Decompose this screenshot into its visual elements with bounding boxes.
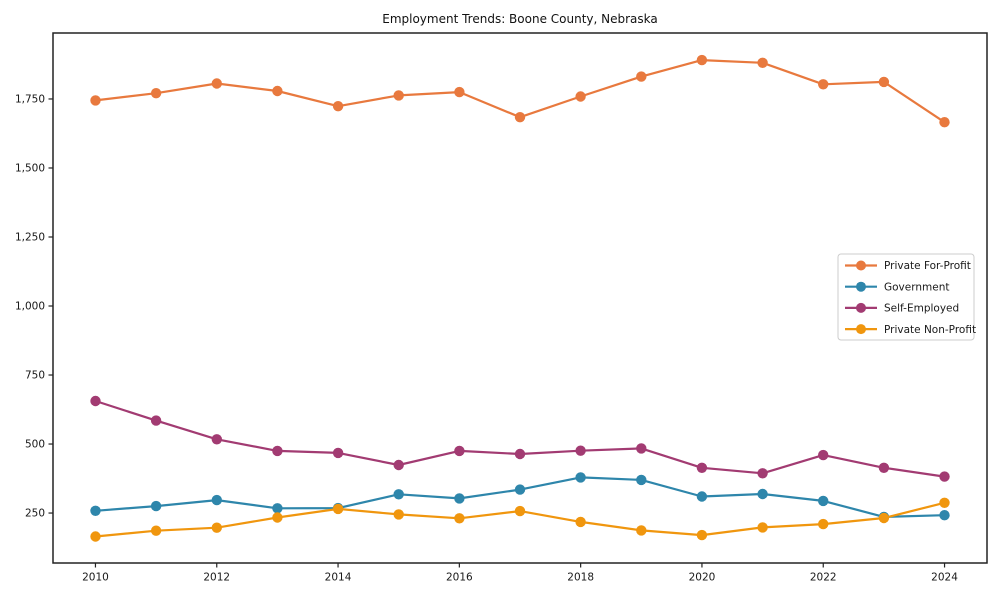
data-point-private-non-profit (878, 512, 890, 524)
data-point-self-employed (514, 448, 526, 460)
data-point-government (636, 474, 647, 486)
x-tick-label: 2012 (203, 572, 230, 584)
data-point-private-for-profit (636, 71, 647, 82)
legend-marker-self-employed (856, 302, 866, 313)
data-point-self-employed (696, 462, 708, 473)
y-tick-label: 500 (25, 439, 45, 451)
x-tick-label: 2022 (810, 572, 837, 584)
data-point-private-for-profit (757, 57, 768, 68)
data-point-private-non-profit (636, 525, 647, 536)
data-point-private-for-profit (878, 76, 890, 88)
data-point-self-employed (211, 434, 222, 445)
data-point-self-employed (878, 462, 890, 473)
y-tick-label: 1,750 (15, 93, 45, 105)
data-point-government (514, 484, 526, 495)
legend-label-self-employed: Self-Employed (884, 303, 959, 315)
data-point-government (757, 488, 768, 500)
data-point-government (575, 472, 586, 483)
data-point-private-for-profit (211, 78, 222, 89)
legend-box (837, 253, 975, 341)
data-point-self-employed (575, 445, 586, 456)
series-line-self-employed (94, 399, 946, 478)
data-point-private-non-profit (575, 516, 586, 528)
x-tick-label: 2018 (567, 572, 594, 584)
data-point-government (393, 489, 404, 500)
data-point-private-non-profit (454, 513, 465, 524)
data-point-private-non-profit (818, 518, 829, 530)
data-point-government (454, 493, 465, 504)
data-point-government (211, 494, 222, 506)
legend-marker-private-non-profit (856, 324, 866, 335)
data-point-self-employed (150, 415, 162, 426)
data-point-private-for-profit (575, 91, 586, 102)
x-tick-label: 2014 (325, 572, 352, 584)
plot-area: 250 500 750 1,000 1,250 1,500 1,750 2010 2012 201… (15, 32, 988, 584)
data-point-private-for-profit (90, 95, 101, 106)
chart-title: Employment Trends: Boone County, Nebrask… (382, 12, 658, 26)
data-point-self-employed (272, 445, 283, 457)
data-point-self-employed (393, 459, 404, 471)
y-tick-label: 1,250 (15, 231, 45, 243)
data-point-government (818, 495, 829, 507)
data-point-self-employed (90, 395, 101, 407)
data-point-private-for-profit (393, 90, 404, 101)
data-point-government (696, 491, 708, 502)
legend: Private For-Profit Government Self-Employe… (837, 253, 976, 341)
plot-frame (52, 32, 988, 564)
x-tick-label: 2020 (689, 572, 716, 584)
x-tick-label: 2016 (446, 572, 473, 584)
data-point-self-employed (818, 449, 829, 461)
x-tick-label: 2010 (82, 572, 109, 584)
data-point-private-for-profit (696, 54, 708, 66)
data-point-government (939, 510, 950, 521)
data-point-private-non-profit (150, 525, 162, 536)
legend-label-government: Government (884, 281, 949, 293)
data-point-private-for-profit (454, 86, 465, 98)
data-point-private-non-profit (393, 509, 404, 520)
data-point-private-for-profit (939, 117, 950, 128)
data-point-private-non-profit (211, 522, 222, 533)
legend-label-private-for-profit: Private For-Profit (884, 260, 971, 272)
data-point-private-non-profit (332, 503, 344, 515)
data-point-self-employed (939, 471, 950, 482)
y-tick-label: 750 (25, 370, 45, 382)
y-tick-label: 250 (25, 508, 45, 520)
data-point-self-employed (332, 447, 344, 459)
data-point-private-non-profit (514, 505, 526, 517)
data-point-private-for-profit (150, 88, 162, 99)
data-point-private-non-profit (90, 531, 101, 542)
data-point-self-employed (757, 468, 768, 479)
legend-label-private-non-profit: Private Non-Profit (884, 324, 976, 336)
data-point-government (150, 500, 162, 512)
x-tick-label: 2024 (931, 572, 958, 584)
data-point-private-for-profit (514, 112, 526, 123)
data-point-private-non-profit (757, 522, 768, 533)
y-tick-label: 1,000 (15, 301, 45, 313)
data-point-government (272, 503, 283, 514)
data-point-self-employed (636, 443, 647, 454)
legend-marker-government (856, 281, 866, 292)
data-point-private-non-profit (272, 512, 283, 523)
data-point-self-employed (454, 445, 465, 457)
legend-marker-private-for-profit (856, 260, 866, 271)
data-point-private-for-profit (818, 79, 829, 90)
y-tick-label: 1,500 (15, 162, 45, 174)
data-point-private-for-profit (272, 85, 283, 97)
data-point-government (90, 505, 101, 516)
data-point-private-non-profit (696, 529, 708, 541)
data-point-private-for-profit (332, 101, 344, 112)
data-point-private-non-profit (939, 497, 950, 508)
